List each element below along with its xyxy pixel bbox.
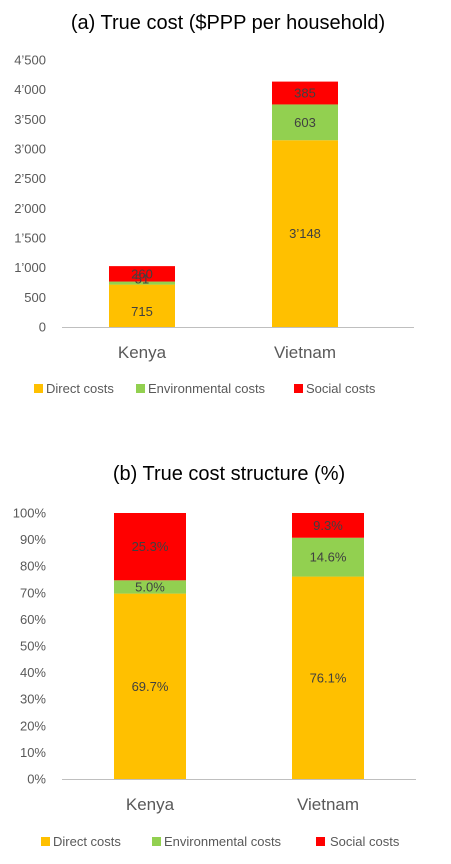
y-tick-label: 2’000 [14, 201, 46, 216]
bar-segment-environmental-costs [114, 580, 186, 594]
chart-a: (a) True cost ($PPP per household) 0 500 1’… [14, 12, 414, 396]
x-category-label: Vietnam [274, 343, 336, 362]
bar-segment-social-costs [292, 513, 364, 538]
y-tick-label: 40% [20, 665, 46, 680]
y-tick-label: 30% [20, 692, 46, 707]
legend-label: Direct costs [46, 381, 114, 396]
bar-segment-social-costs [114, 513, 186, 581]
legend-swatch [294, 384, 303, 393]
bar-segment-social-costs [109, 266, 175, 282]
data-label: 51 [135, 272, 149, 287]
legend-swatch [41, 837, 50, 846]
y-tick-label: 4’500 [14, 53, 46, 68]
y-tick-label: 3’000 [14, 142, 46, 157]
y-tick-label: 10% [20, 745, 46, 760]
y-tick-label: 20% [20, 718, 46, 733]
legend-swatch [316, 837, 325, 846]
y-tick-label: 3’500 [14, 112, 46, 127]
chart-title: (b) True cost structure (%) [113, 463, 345, 485]
y-tick-label: 80% [20, 559, 46, 574]
x-category-label: Kenya [126, 795, 175, 814]
legend-swatch [136, 384, 145, 393]
legend-swatch [152, 837, 161, 846]
legend-label: Social costs [306, 381, 376, 396]
y-tick-label: 100% [13, 506, 47, 521]
data-label: 715 [131, 304, 153, 319]
bar-segment-direct-costs [292, 576, 364, 779]
chart-b: (b) True cost structure (%) 0% 10% 20% 30% 40… [13, 463, 416, 849]
y-tick-label: 60% [20, 612, 46, 627]
legend-label: Environmental costs [148, 381, 266, 396]
bar-segment-direct-costs [272, 140, 338, 327]
y-tick-label: 0 [39, 320, 46, 335]
bar-segment-environmental-costs [109, 281, 175, 285]
bar-segment-social-costs [272, 81, 338, 105]
bar-segment-direct-costs [109, 284, 175, 327]
x-category-label: Kenya [118, 343, 167, 362]
legend-label: Environmental costs [164, 834, 282, 849]
y-tick-label: 2’500 [14, 171, 46, 186]
y-tick-label: 0% [27, 772, 46, 787]
data-label: 76.1% [310, 670, 347, 685]
data-label: 5.0% [135, 579, 165, 594]
y-tick-label: 70% [20, 585, 46, 600]
y-tick-label: 1’500 [14, 231, 46, 246]
x-category-label: Vietnam [297, 795, 359, 814]
bar-segment-direct-costs [114, 593, 186, 779]
y-tick-label: 1’000 [14, 260, 46, 275]
legend-label: Social costs [330, 834, 400, 849]
legend-swatch [34, 384, 43, 393]
y-tick-label: 500 [24, 290, 46, 305]
data-label: 3’148 [289, 226, 321, 241]
data-label: 25.3% [132, 539, 169, 554]
bar-segment-environmental-costs [292, 537, 364, 577]
data-label: 69.7% [132, 679, 169, 694]
y-tick-label: 50% [20, 639, 46, 654]
data-label: 603 [294, 115, 316, 130]
data-label: 385 [294, 86, 316, 101]
y-tick-label: 4’000 [14, 82, 46, 97]
legend-label: Direct costs [53, 834, 121, 849]
data-label: 9.3% [313, 518, 343, 533]
data-label: 260 [131, 266, 153, 281]
chart-title: (a) True cost ($PPP per household) [71, 12, 385, 34]
data-label: 14.6% [310, 550, 347, 565]
bar-segment-environmental-costs [272, 104, 338, 141]
y-tick-label: 90% [20, 532, 46, 547]
